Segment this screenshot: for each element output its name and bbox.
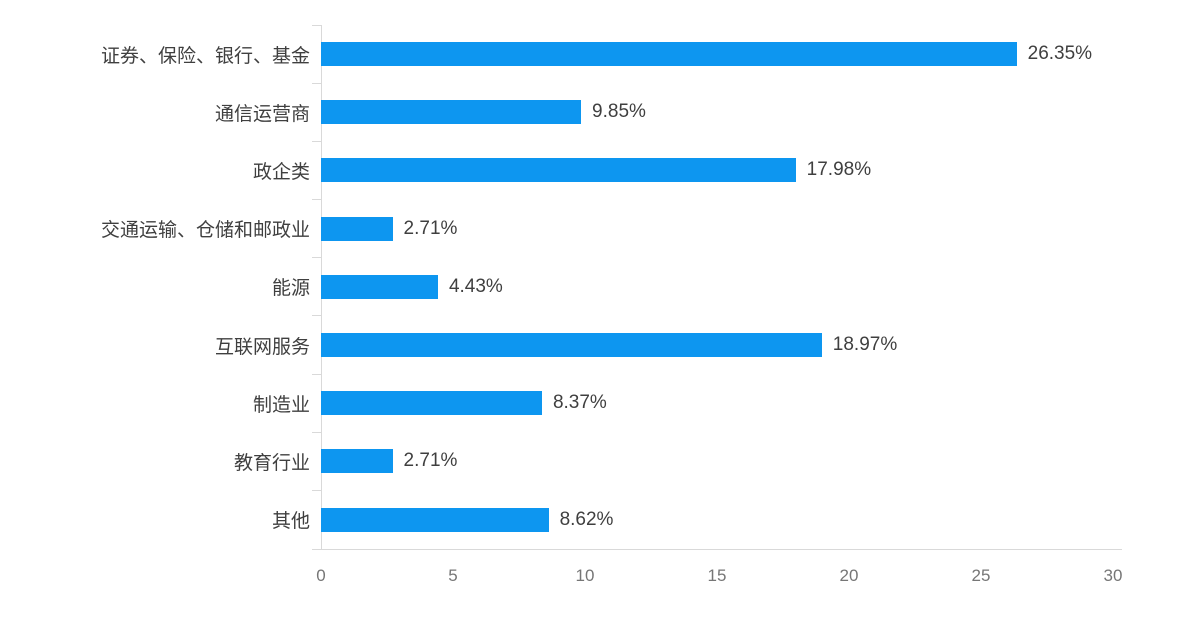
value-label: 8.37% bbox=[552, 392, 607, 414]
chart-row: 制造业 8.37% bbox=[0, 373, 1113, 432]
category-label: 交通运输、仓储和邮政业 bbox=[100, 220, 310, 242]
bar-track: 18.97% bbox=[321, 316, 1113, 374]
bar bbox=[321, 100, 582, 125]
value-label: 2.71% bbox=[403, 217, 458, 239]
bar-track: 9.85% bbox=[321, 83, 1113, 141]
chart-row: 政企类 17.98% bbox=[0, 140, 1113, 199]
x-tick-label: 20 bbox=[839, 566, 859, 585]
bar bbox=[321, 216, 393, 241]
category-label: 制造业 bbox=[252, 394, 310, 416]
value-label: 18.97% bbox=[832, 334, 898, 356]
category-label: 能源 bbox=[271, 278, 310, 300]
chart-row: 通信运营商 9.85% bbox=[0, 82, 1113, 141]
bar bbox=[321, 333, 822, 358]
bar-track: 8.62% bbox=[321, 491, 1113, 549]
category-label: 教育行业 bbox=[233, 452, 310, 474]
x-tick-label: 15 bbox=[707, 566, 727, 585]
category-label: 互联网服务 bbox=[214, 336, 310, 358]
bar-track: 17.98% bbox=[321, 141, 1113, 199]
bar bbox=[321, 391, 542, 416]
chart-row: 教育行业 2.71% bbox=[0, 431, 1113, 490]
chart-row: 交通运输、仓储和邮政业 2.71% bbox=[0, 199, 1113, 258]
chart-row: 证券、保险、银行、基金 26.35% bbox=[0, 24, 1113, 83]
chart-row: 其他 8.62% bbox=[0, 489, 1113, 549]
bar-track: 8.37% bbox=[321, 374, 1113, 432]
chart-rows: 证券、保险、银行、基金 26.35% 通信运营商 9.85% 政企类 17.98… bbox=[0, 24, 1113, 549]
value-label: 26.35% bbox=[1027, 43, 1093, 65]
value-label: 9.85% bbox=[592, 101, 646, 123]
chart-row: 互联网服务 18.97% bbox=[0, 315, 1113, 374]
x-tick-label: 0 bbox=[316, 566, 326, 585]
value-label: 17.98% bbox=[806, 159, 872, 181]
bar bbox=[321, 449, 393, 474]
bar bbox=[321, 274, 438, 299]
bar-track: 4.43% bbox=[321, 258, 1113, 316]
x-tick-label: 5 bbox=[448, 566, 458, 585]
bar-track: 26.35% bbox=[321, 25, 1113, 83]
value-label: 2.71% bbox=[403, 450, 458, 472]
category-label: 其他 bbox=[271, 511, 310, 533]
category-label: 政企类 bbox=[252, 161, 310, 183]
x-axis: 0 5 10 15 20 25 30 bbox=[316, 560, 1122, 596]
x-tick-label: 25 bbox=[971, 566, 991, 585]
category-label: 通信运营商 bbox=[214, 103, 310, 125]
bar-track: 2.71% bbox=[321, 200, 1113, 258]
bar bbox=[321, 158, 796, 183]
bar bbox=[321, 42, 1017, 67]
value-label: 4.43% bbox=[448, 275, 503, 297]
x-tick-label: 10 bbox=[575, 566, 595, 585]
value-label: 8.62% bbox=[559, 508, 614, 530]
chart-row: 能源 4.43% bbox=[0, 257, 1113, 316]
x-axis-line bbox=[312, 549, 1122, 550]
category-label: 证券、保险、银行、基金 bbox=[100, 45, 310, 67]
x-tick-label: 30 bbox=[1103, 566, 1123, 585]
bar-track: 2.71% bbox=[321, 432, 1113, 490]
bar bbox=[321, 507, 549, 532]
